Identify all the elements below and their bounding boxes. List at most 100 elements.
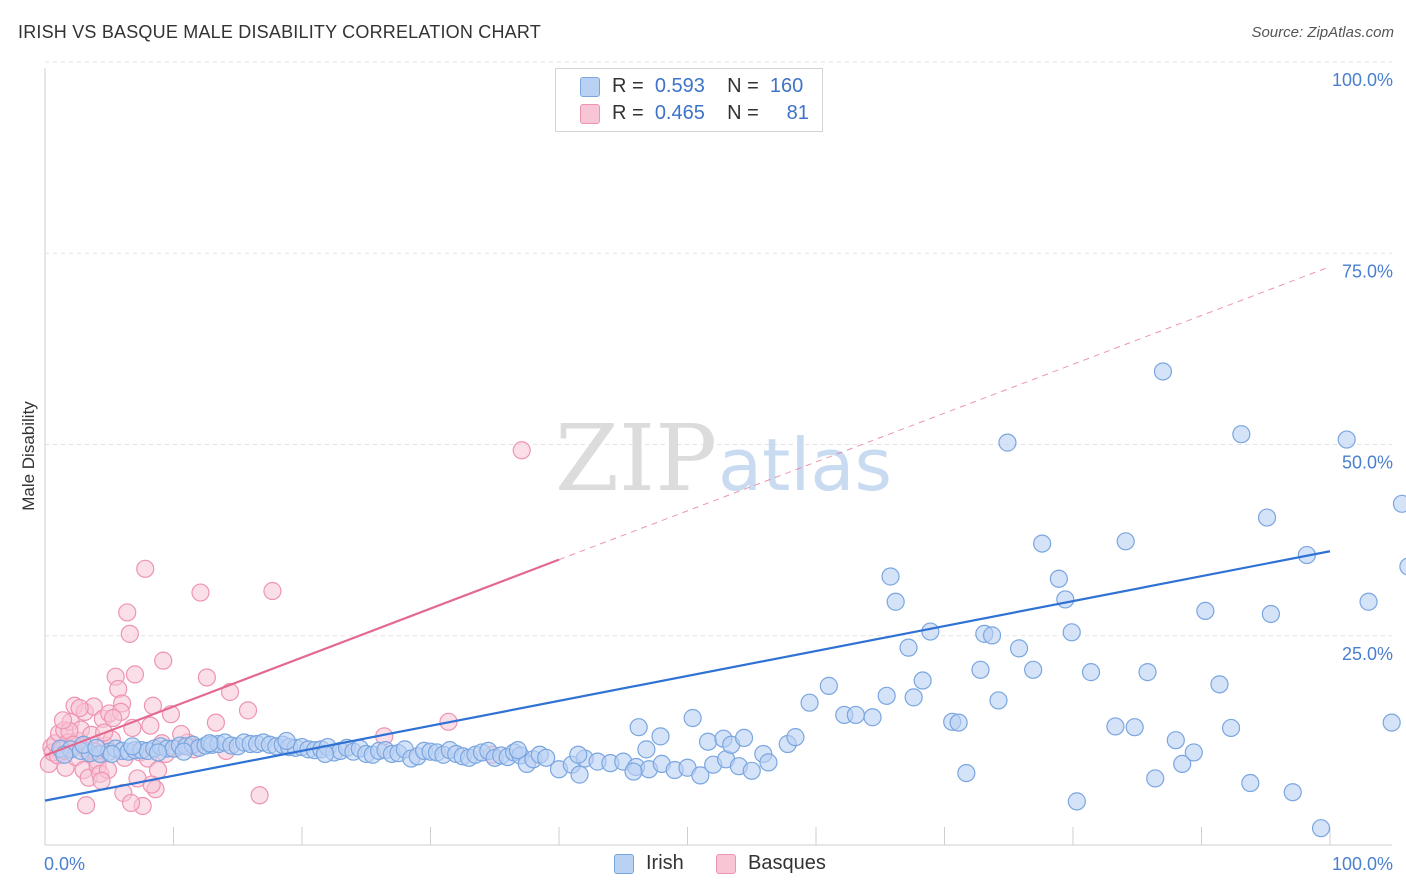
irish-point — [982, 626, 1002, 645]
irish-point — [1024, 660, 1043, 679]
irish-point — [904, 688, 923, 707]
irish-point — [1116, 532, 1135, 551]
n-value-irish: 160 — [769, 75, 804, 97]
irish-point — [899, 638, 918, 657]
irish-point — [998, 433, 1017, 452]
n-value-basques: 81 — [786, 102, 809, 124]
irish-point — [1184, 743, 1203, 762]
irish-point — [1392, 494, 1406, 513]
y-tick-label: 75.0% — [1342, 261, 1393, 281]
irish-point — [1146, 769, 1165, 788]
irish-point — [174, 742, 193, 761]
irish-point — [846, 705, 865, 725]
basques-swatch — [716, 854, 736, 874]
x-tick-label-min: 0.0% — [44, 854, 85, 874]
source-credit: Source: ZipAtlas.com — [1251, 24, 1394, 41]
basques-point — [154, 651, 173, 670]
y-tick-labels: 25.0% 50.0% 75.0% 100.0% — [1332, 70, 1393, 664]
irish-point — [913, 671, 932, 690]
irish-point — [921, 622, 940, 641]
irish-point — [989, 691, 1008, 710]
irish-point — [651, 727, 670, 746]
basques-point — [512, 441, 531, 460]
basques-point — [238, 701, 258, 720]
irish-point — [819, 676, 838, 695]
basques-point — [191, 583, 210, 602]
irish-point — [200, 734, 219, 753]
irish-point — [1337, 430, 1356, 449]
legend-label-irish: Irish — [646, 852, 684, 874]
irish-point — [698, 732, 718, 751]
basques-point — [92, 771, 111, 790]
chart-title: IRISH VS BASQUE MALE DISABILITY CORRELAT… — [18, 22, 541, 42]
legend-label-basques: Basques — [748, 852, 826, 874]
irish-point — [637, 740, 656, 759]
irish-trend-line — [44, 550, 1331, 802]
basques-point — [250, 786, 269, 805]
r-label: R = — [612, 102, 644, 124]
irish-point — [971, 660, 990, 679]
irish-point — [1081, 663, 1101, 682]
irish-point — [742, 761, 761, 780]
basques-point — [263, 581, 282, 601]
x-tick-label-max: 100.0% — [1332, 854, 1393, 874]
y-tick-label: 25.0% — [1342, 644, 1393, 664]
basques-point — [197, 668, 217, 687]
irish-point — [123, 737, 142, 756]
watermark-atlas: atlas — [718, 423, 892, 507]
legend-stats: R = 0.593 N = 160 R = 0.465 N = 81 — [555, 68, 823, 132]
basques-point — [125, 665, 145, 684]
trend-lines — [44, 266, 1331, 802]
irish-point — [1153, 362, 1173, 381]
irish-point — [1399, 557, 1406, 576]
basques-point — [53, 711, 73, 730]
irish-point — [570, 765, 589, 784]
irish-point — [624, 762, 643, 781]
irish-point — [1210, 675, 1229, 694]
irish-point — [734, 728, 754, 748]
y-tick-label: 50.0% — [1342, 453, 1393, 473]
basques-point — [77, 796, 96, 815]
irish-point — [1138, 663, 1157, 682]
irish-point — [1009, 639, 1029, 658]
irish-point — [957, 763, 976, 783]
irish-point — [1257, 508, 1277, 527]
irish-point — [1232, 425, 1251, 444]
irish-point — [949, 713, 968, 732]
irish-point — [1311, 819, 1331, 838]
irish-point — [1173, 754, 1192, 774]
irish-point — [87, 738, 106, 757]
irish-point — [1283, 783, 1302, 802]
irish-swatch — [614, 854, 634, 874]
n-label: N = — [727, 102, 759, 124]
irish-point — [1033, 534, 1052, 553]
irish-point — [877, 686, 896, 705]
irish-point — [881, 567, 900, 586]
irish-point — [1166, 731, 1185, 750]
basques-point — [206, 713, 226, 732]
irish-point — [863, 708, 882, 727]
irish-point — [277, 731, 296, 751]
irish-point — [537, 748, 556, 767]
irish-swatch — [580, 77, 600, 97]
irish-point — [759, 753, 778, 772]
r-value-irish: 0.593 — [654, 75, 705, 97]
axes — [44, 68, 1392, 846]
watermark: ZIP atlas — [555, 405, 892, 512]
irish-point — [569, 745, 588, 764]
irish-point — [886, 592, 905, 611]
y-axis-label: Male Disability — [19, 401, 38, 511]
irish-point — [102, 744, 121, 764]
irish-point — [1382, 713, 1401, 732]
x-tick-labels: 0.0% 100.0% — [44, 854, 1393, 874]
irish-point — [683, 708, 702, 728]
irish-point — [1062, 623, 1081, 642]
irish-point — [1261, 604, 1280, 624]
irish-point — [629, 718, 648, 737]
irish-point — [148, 743, 168, 762]
irish-point — [1067, 792, 1086, 811]
irish-point — [800, 693, 819, 712]
basques-trend-line — [44, 558, 560, 757]
irish-point — [786, 728, 805, 747]
